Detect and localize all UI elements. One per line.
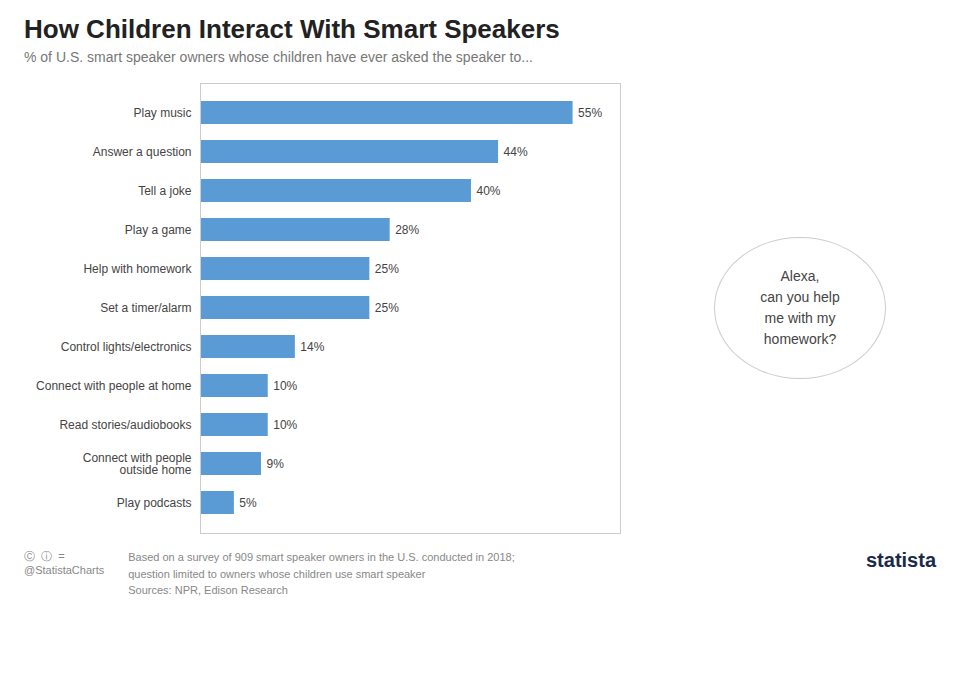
svg-text:Play a game: Play a game (125, 223, 192, 237)
html-text:statista: statista (866, 549, 936, 571)
html-text:% of U.S. smart speaker owners: % of U.S. smart speaker owners whose chi… (24, 49, 533, 65)
svg-text:Tell a joke: Tell a joke (138, 184, 192, 198)
svg-text:Set a timer/alarm: Set a timer/alarm (100, 301, 191, 315)
svg-text:25%: 25% (375, 301, 399, 315)
html-text:@StatistaCharts: @StatistaCharts (24, 564, 105, 576)
html-text:Sources: NPR, Edison Research: Sources: NPR, Edison Research (128, 584, 288, 596)
svg-text:9%: 9% (266, 457, 284, 471)
svg-text:Play podcasts: Play podcasts (117, 496, 192, 510)
svg-text:Control lights/electronics: Control lights/electronics (61, 340, 192, 354)
svg-text:28%: 28% (395, 223, 419, 237)
svg-text:10%: 10% (273, 379, 297, 393)
svg-text:40%: 40% (476, 184, 500, 198)
svg-text:Help with homework: Help with homework (83, 262, 192, 276)
svg-text:25%: 25% (375, 262, 399, 276)
html-text:Based on a survey of 909 smart: Based on a survey of 909 smart speaker o… (128, 551, 515, 563)
svg-text:Connect with peopleoutside hom: Connect with peopleoutside home (83, 451, 192, 477)
svg-text:55%: 55% (578, 106, 602, 120)
html-text:Alexa, can you help me with my: Alexa, can you help me with my homework? (760, 268, 840, 347)
html-text:How Children Interact With Sma: How Children Interact With Smart Speaker… (24, 14, 560, 44)
svg-text:Answer a question: Answer a question (93, 145, 192, 159)
svg-text:14%: 14% (300, 340, 324, 354)
svg-text:Read stories/audiobooks: Read stories/audiobooks (59, 418, 191, 432)
html-text:question limited to owners who: question limited to owners whose childre… (128, 567, 426, 580)
svg-text:Connect with people at home: Connect with people at home (36, 379, 192, 393)
svg-text:5%: 5% (239, 496, 257, 510)
svg-text:10%: 10% (273, 418, 297, 432)
svg-text:Play music: Play music (133, 106, 191, 120)
svg-text:44%: 44% (504, 145, 528, 159)
